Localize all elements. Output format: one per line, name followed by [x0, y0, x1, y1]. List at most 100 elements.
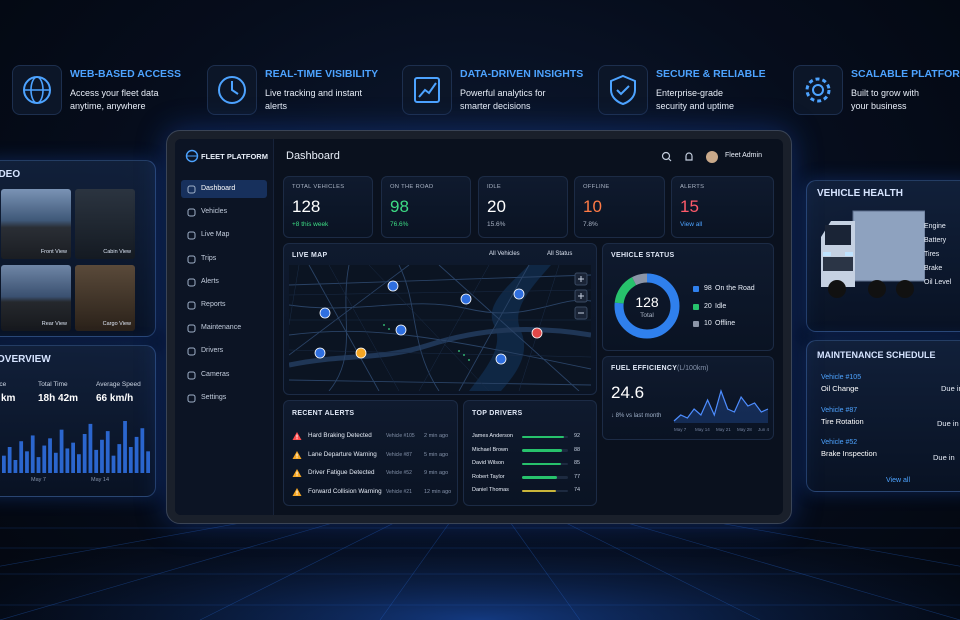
- camera-label: Front View: [40, 249, 67, 255]
- driver-name: Robert Taylor: [472, 473, 505, 480]
- kpi-sub: 76.6%: [390, 221, 409, 228]
- score-bar: [522, 489, 557, 492]
- overview-chart: May 7 May 14: [2, 421, 150, 483]
- feature-title: REAL-TIME VISIBILITY: [265, 68, 379, 80]
- kpi-value: 10: [583, 197, 602, 216]
- bar: [59, 429, 64, 473]
- map-filter[interactable]: All Vehicles: [489, 251, 520, 257]
- legend-swatch: [693, 286, 699, 292]
- legend-name: Idle: [715, 302, 727, 310]
- nav-item[interactable]: Maintenance: [201, 324, 242, 332]
- kpi-value: 98: [390, 197, 409, 216]
- dashboard-screen: FLEET PLATFORM Dashboard Vehicles Live Map T…: [175, 139, 783, 515]
- kpi-card: IDLE 20 15.6%: [478, 176, 568, 238]
- driver-score: 88: [574, 446, 581, 453]
- feature-text: Access your fleet data anytime, anywhere: [70, 88, 159, 111]
- brand: FLEET PLATFORM: [201, 152, 268, 161]
- nav-icon: [187, 371, 196, 380]
- feature-title: DATA-DRIVEN INSIGHTS: [460, 68, 584, 80]
- vehicle-health-panel: VEHICLE HEALTH Engine Battery Tires Brake Oil…: [806, 180, 960, 332]
- donut: [614, 273, 680, 339]
- bar: [2, 455, 6, 473]
- health-item: Battery: [924, 237, 947, 244]
- maint-task: Brake Inspection: [821, 449, 877, 458]
- health-item: Tires: [924, 251, 940, 258]
- nav-item[interactable]: Reports: [201, 301, 226, 308]
- driver-name: Daniel Thomas: [472, 487, 509, 493]
- page-title: Dashboard: [286, 150, 340, 162]
- view-all-link: View all: [886, 477, 910, 484]
- bar: [77, 454, 81, 473]
- bar: [117, 444, 122, 473]
- camera-label: Cargo View: [102, 321, 131, 327]
- user-name: Fleet Admin: [725, 152, 762, 159]
- stat-value: 18h 42m: [38, 393, 79, 404]
- fuel-value: 24.6: [611, 383, 645, 402]
- kpi-label: TOTAL VEHICLES: [292, 184, 345, 190]
- nav-item[interactable]: Dashboard: [201, 185, 236, 192]
- nav-icon: [187, 255, 196, 264]
- kpi-sub: 7.8%: [583, 221, 598, 228]
- feature-title: SECURE & RELIABLE: [656, 68, 766, 80]
- nav-item[interactable]: Trips: [201, 254, 217, 262]
- fuel-title: FUEL EFFICIENCY: [611, 365, 678, 372]
- alert-vehicle: Vehicle #52: [386, 470, 412, 476]
- bar: [19, 441, 24, 473]
- alert-title: Forward Collision Warning: [308, 487, 382, 495]
- fuel-change: ↓ 8% vs last month: [611, 413, 662, 419]
- alert-vehicle: Vehicle #87: [386, 451, 412, 458]
- maint-vehicle: Vehicle #87: [821, 406, 858, 414]
- vehicle-health-title: VEHICLE HEALTH: [817, 188, 903, 199]
- nav-item[interactable]: Cameras: [201, 370, 230, 378]
- tablet-frame: FLEET PLATFORM Dashboard Vehicles Live Map T…: [166, 130, 792, 524]
- kpi-label: OFFLINE: [583, 184, 610, 190]
- map-filter[interactable]: All Status: [547, 251, 573, 257]
- feature-text: Powerful analytics for smarter decisions: [460, 88, 546, 111]
- drivers-title: TOP DRIVERS: [472, 410, 523, 417]
- icon: [218, 76, 246, 104]
- bar: [53, 452, 58, 473]
- x-label: May 7: [674, 427, 687, 432]
- drivers-panel: TOP DRIVERS James Anderson 92 Michael Brown…: [463, 400, 597, 506]
- kpi-sub: View all: [680, 221, 703, 228]
- nav-item[interactable]: Live Map: [201, 231, 230, 239]
- alert-icon: [292, 432, 302, 440]
- bar: [82, 434, 87, 473]
- bar: [100, 439, 104, 473]
- feature-text: Live tracking and instant alerts: [265, 88, 363, 111]
- nav-item[interactable]: Drivers: [201, 347, 224, 355]
- nav-icon: [187, 324, 196, 333]
- legend-name: On the Road: [715, 285, 755, 292]
- maint-task: Oil Change: [821, 384, 859, 393]
- vehicle-status-title: VEHICLE STATUS: [611, 252, 675, 259]
- kpi-label: IDLE: [487, 184, 502, 190]
- stat-value: 66 km/h: [96, 393, 134, 404]
- x-label: May 14: [695, 427, 710, 432]
- nav-item[interactable]: Alerts: [201, 277, 219, 285]
- video-title: VIDEO: [0, 169, 21, 180]
- maint-due: Due in: [937, 418, 959, 428]
- nav-item[interactable]: Vehicles: [201, 208, 228, 216]
- maintenance-panel: MAINTENANCE SCHEDULE Vehicle #105 Oil Chan…: [806, 340, 960, 492]
- live-map-panel: LIVE MAP All Vehicles All Status: [283, 243, 597, 395]
- nav-item[interactable]: Settings: [201, 393, 227, 401]
- bar: [71, 442, 75, 473]
- alert-title: Driver Fatigue Detected: [308, 469, 375, 476]
- maint-vehicle: Vehicle #105: [821, 374, 862, 381]
- overview-panel: OVERVIEW Distance km Total Time 18h 42m Avera…: [0, 345, 156, 497]
- legend-name: Offline: [715, 320, 736, 327]
- fuel-area: [674, 391, 768, 423]
- bar: [36, 457, 41, 473]
- bar: [42, 445, 47, 473]
- fuel-sparkline: May 7 May 14 May 21 May 28 Jun 4: [673, 389, 769, 432]
- driver-score: 74: [574, 487, 581, 493]
- icon: [805, 77, 831, 103]
- feature-icon: [598, 65, 648, 115]
- bar: [128, 447, 133, 473]
- donut-segment: [614, 273, 680, 339]
- kpi-card: ON THE ROAD 98 76.6%: [381, 176, 471, 238]
- stat-label: Distance: [0, 381, 7, 388]
- alert-time: 9 min ago: [424, 470, 449, 476]
- nav-icon: [187, 394, 196, 403]
